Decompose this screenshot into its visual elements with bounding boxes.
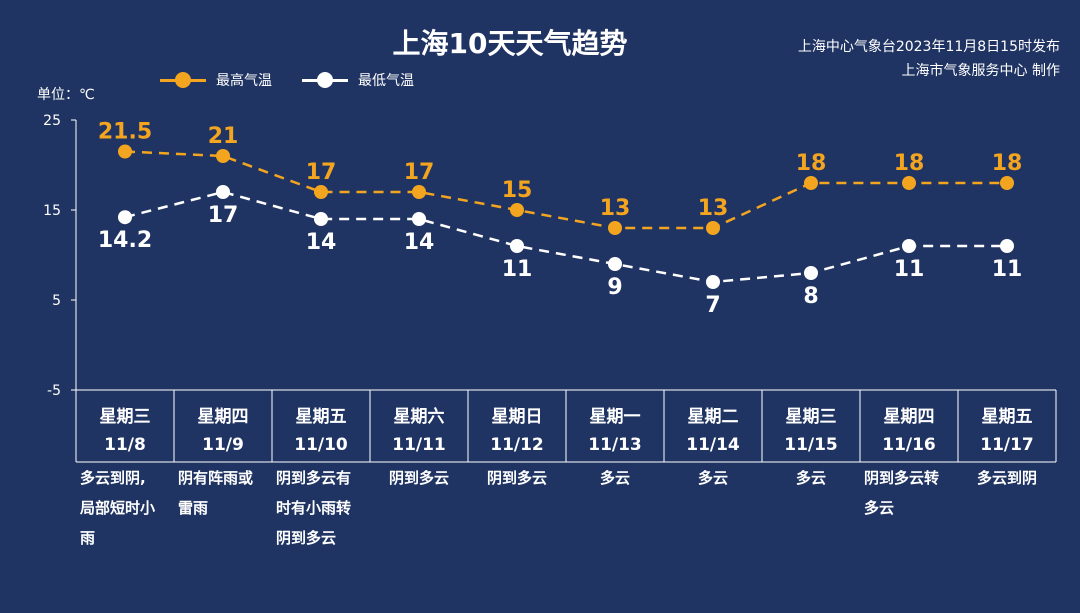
legend: 最高气温 最低气温 <box>160 70 414 90</box>
weather-description: 多云到阴 <box>977 469 1037 487</box>
date-label: 11/9 <box>202 435 244 455</box>
low-temp-point <box>706 275 720 289</box>
low-temp-point <box>608 257 622 271</box>
legend-item-high: 最高气温 <box>160 70 272 90</box>
high-temp-point <box>510 203 524 217</box>
high-temp-point <box>706 221 720 235</box>
date-label: 11/13 <box>588 435 642 455</box>
high-temp-point <box>804 176 818 190</box>
low-temp-label: 7 <box>705 293 720 318</box>
low-temp-label: 11 <box>992 257 1023 282</box>
weather-description: 阴到多云有 <box>276 469 351 487</box>
high-temp-label: 21.5 <box>98 120 152 145</box>
high-temp-label: 15 <box>502 178 533 203</box>
weekday-label: 星期三 <box>100 407 151 427</box>
weekday-label: 星期六 <box>394 406 445 427</box>
date-label: 11/10 <box>294 435 348 455</box>
legend-label-low: 最低气温 <box>358 73 414 89</box>
weather-description: 阴有阵雨或 <box>178 469 253 487</box>
low-temp-point <box>1000 239 1014 253</box>
date-label: 11/8 <box>104 435 146 455</box>
date-label: 11/17 <box>980 435 1034 455</box>
high-temp-point <box>314 185 328 199</box>
high-temp-label: 18 <box>992 151 1023 176</box>
weather-description: 雨 <box>80 529 95 547</box>
low-temp-label: 17 <box>208 203 239 228</box>
weekday-label: 星期五 <box>296 407 347 427</box>
y-tick-label: -5 <box>47 383 61 399</box>
low-temp-label: 9 <box>607 275 622 300</box>
legend-item-low: 最低气温 <box>302 70 414 90</box>
low-temp-point <box>804 266 818 280</box>
high-temp-label: 13 <box>600 196 631 221</box>
weather-description: 阴到多云 <box>487 469 547 487</box>
high-temp-line <box>124 150 1007 230</box>
weather-description: 多云 <box>698 469 728 487</box>
low-temp-point <box>412 212 426 226</box>
high-temp-label: 17 <box>306 160 337 185</box>
legend-label-high: 最高气温 <box>216 73 272 89</box>
date-label: 11/14 <box>686 435 740 455</box>
weather-description: 多云到阴, <box>80 469 146 487</box>
high-temp-point <box>412 185 426 199</box>
weather-description: 多云 <box>600 469 630 487</box>
legend-swatch-low <box>302 70 348 90</box>
high-temp-label: 17 <box>404 160 435 185</box>
high-temp-point <box>608 221 622 235</box>
high-temp-label: 13 <box>698 196 729 221</box>
low-temp-label: 11 <box>894 257 925 282</box>
y-tick-label: 5 <box>52 293 61 309</box>
weekday-label: 星期四 <box>884 407 935 427</box>
producer-line: 上海市气象服务中心 制作 <box>901 63 1060 79</box>
issue-line: 上海中心气象台2023年11月8日15时发布 <box>797 39 1060 55</box>
weather-description: 阴到多云 <box>276 529 336 547</box>
y-tick-label: 25 <box>43 113 61 129</box>
low-temp-point <box>902 239 916 253</box>
high-temp-point <box>902 176 916 190</box>
weekday-label: 星期五 <box>982 407 1033 427</box>
high-temp-point <box>216 149 230 163</box>
weekday-label: 星期二 <box>688 407 739 427</box>
weather-description: 多云 <box>796 469 826 487</box>
high-temp-label: 21 <box>208 124 239 149</box>
weather-description: 阴到多云 <box>389 469 449 487</box>
low-temp-label: 14.2 <box>98 228 152 253</box>
low-temp-point <box>314 212 328 226</box>
weather-description: 雷雨 <box>178 499 208 517</box>
date-label: 11/16 <box>882 435 936 455</box>
weather-description: 时有小雨转 <box>276 499 351 517</box>
weekday-label: 星期四 <box>198 407 249 427</box>
chart-title: 上海10天天气趋势 <box>392 27 628 60</box>
date-label: 11/11 <box>392 435 446 455</box>
weekday-label: 星期日 <box>492 407 543 427</box>
high-temp-label: 18 <box>796 151 827 176</box>
low-temp-point <box>216 185 230 199</box>
low-temp-label: 14 <box>306 230 337 255</box>
low-temp-point <box>118 210 132 225</box>
date-label: 11/15 <box>784 435 838 455</box>
weekday-label: 星期一 <box>590 407 641 427</box>
high-temp-point <box>1000 176 1014 190</box>
low-temp-label: 8 <box>803 284 818 309</box>
source-info: 上海中心气象台2023年11月8日15时发布 上海市气象服务中心 制作 <box>798 35 1060 83</box>
weather-description: 局部短时小 <box>79 499 155 517</box>
weekday-label: 星期三 <box>786 407 837 427</box>
high-temp-label: 18 <box>894 151 925 176</box>
date-label: 11/12 <box>490 435 544 455</box>
low-temp-label: 14 <box>404 230 435 255</box>
low-temp-line <box>124 190 1007 284</box>
low-temp-point <box>510 239 524 253</box>
weather-description: 阴到多云转 <box>864 469 939 487</box>
y-tick-label: 15 <box>43 203 61 219</box>
legend-swatch-high <box>160 70 206 90</box>
weather-description: 多云 <box>864 499 894 517</box>
high-temp-point <box>118 144 132 159</box>
low-temp-label: 11 <box>502 257 533 282</box>
unit-label: 单位：℃ <box>37 87 95 103</box>
